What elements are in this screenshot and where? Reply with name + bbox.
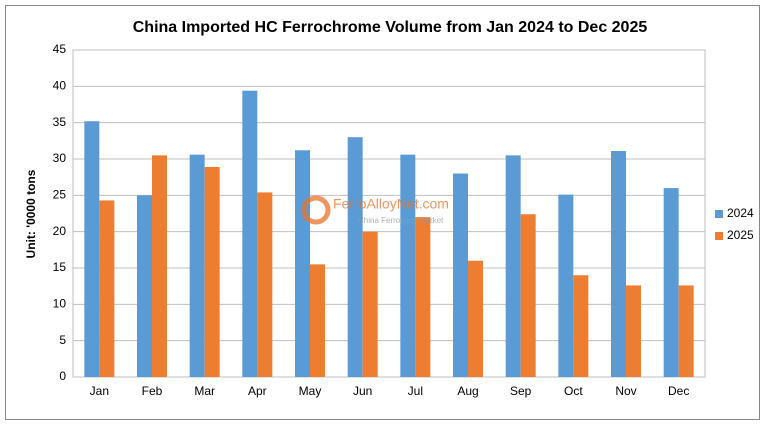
- bar: [347, 137, 363, 377]
- bar: [678, 285, 694, 377]
- legend-swatch: [715, 232, 723, 240]
- y-tick-label: 10: [53, 297, 67, 311]
- bar: [99, 200, 115, 377]
- bar: [204, 166, 220, 377]
- y-tick-label: 20: [53, 224, 67, 238]
- y-tick-label: 35: [53, 115, 67, 129]
- watermark-text: FerroAlloyNet.com: [333, 196, 449, 212]
- y-tick-label: 5: [59, 333, 66, 347]
- plot-border: [72, 49, 706, 378]
- bar: [626, 285, 641, 377]
- bar: [310, 264, 325, 377]
- bar: [152, 155, 167, 377]
- legend-label: 2024: [727, 206, 754, 220]
- x-tick-label: Nov: [615, 384, 636, 398]
- bar: [189, 154, 205, 377]
- bar: [505, 155, 521, 377]
- y-tick-label: 30: [53, 151, 67, 165]
- legend-swatch: [715, 210, 723, 218]
- y-tick-label: 40: [53, 79, 67, 93]
- x-tick-label: Jun: [353, 384, 372, 398]
- legend-label: 2025: [727, 228, 754, 242]
- bar: [137, 195, 152, 377]
- bar: [520, 214, 536, 377]
- watermark-logo: [301, 195, 331, 225]
- x-tick-label: Dec: [668, 384, 689, 398]
- bar: [84, 121, 100, 377]
- bar: [468, 260, 483, 377]
- x-tick-label: Jul: [408, 384, 423, 398]
- bar: [663, 188, 679, 377]
- x-tick-label: Mar: [194, 384, 215, 398]
- x-tick-label: Feb: [142, 384, 163, 398]
- x-tick-label: Oct: [564, 384, 583, 398]
- bar: [573, 275, 589, 377]
- watermark-subtext: China Ferroalloy Market: [358, 216, 444, 225]
- bar: [400, 154, 416, 377]
- chart-frame: [5, 5, 760, 420]
- x-tick-label: May: [299, 384, 322, 398]
- bar: [415, 217, 431, 377]
- bar: [611, 151, 626, 377]
- bar: [295, 150, 310, 377]
- x-tick-label: Sep: [510, 384, 532, 398]
- bar: [453, 173, 468, 377]
- x-tick-label: Apr: [248, 384, 267, 398]
- chart-title: China Imported HC Ferrochrome Volume fro…: [133, 19, 648, 36]
- bar: [242, 90, 258, 378]
- bar: [257, 192, 273, 377]
- y-tick-label: 25: [53, 188, 67, 202]
- y-axis-label: Unit: '0000 tons: [24, 169, 38, 258]
- watermark: FerroAlloyNet.com China Ferroalloy Marke…: [301, 195, 449, 225]
- y-tick-label: 0: [59, 369, 66, 383]
- y-tick-label: 45: [53, 42, 67, 56]
- y-tick-label: 15: [53, 260, 67, 274]
- x-tick-label: Aug: [457, 384, 478, 398]
- bar: [558, 194, 574, 377]
- x-tick-label: Jan: [90, 384, 109, 398]
- bar: [362, 231, 378, 377]
